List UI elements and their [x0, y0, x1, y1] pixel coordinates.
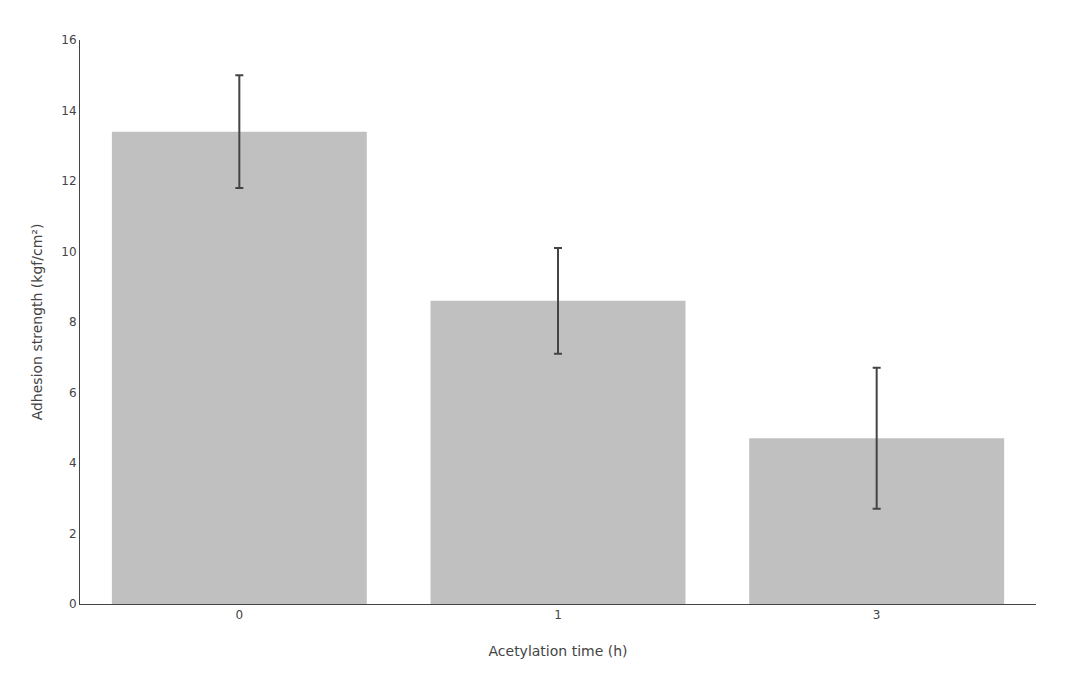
svg-text:Acetylation time (h): Acetylation time (h): [488, 643, 627, 659]
svg-text:Adhesion strength (kgf/cm²): Adhesion strength (kgf/cm²): [29, 224, 45, 421]
svg-text:8: 8: [69, 315, 77, 329]
svg-text:14: 14: [61, 104, 76, 118]
svg-text:10: 10: [61, 245, 76, 259]
svg-text:3: 3: [873, 608, 881, 622]
svg-text:16: 16: [61, 33, 76, 47]
svg-text:0: 0: [236, 608, 244, 622]
svg-text:4: 4: [69, 456, 77, 470]
svg-text:2: 2: [69, 527, 77, 541]
svg-text:12: 12: [61, 174, 76, 188]
svg-text:6: 6: [69, 386, 77, 400]
svg-text:0: 0: [69, 597, 77, 611]
svg-text:1: 1: [554, 608, 562, 622]
